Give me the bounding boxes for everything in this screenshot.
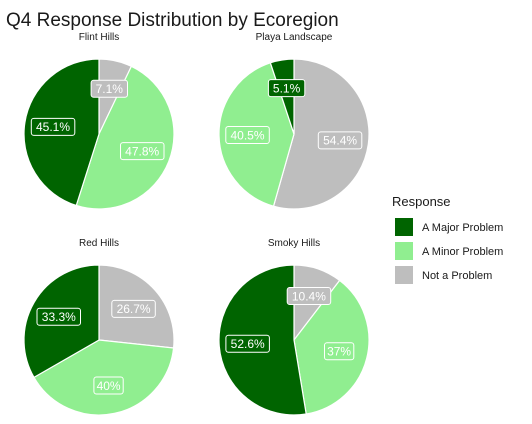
pie-smoky-hills: Smoky Hills 10.4% 37% 52.6%: [218, 238, 370, 416]
legend-title: Response: [392, 194, 451, 209]
svg-text:40.5%: 40.5%: [230, 128, 264, 142]
data-label-playa-landscape-a-minor-problem: 40.5%: [225, 126, 270, 144]
data-label-playa-landscape-a-major-problem: 5.1%: [267, 79, 306, 98]
data-label-red-hills-a-major-problem: 33.3%: [36, 307, 81, 326]
pie-playa-landscape: Playa Landscape 54.4% 40.5% 5.1%: [218, 32, 370, 210]
data-label-flint-hills-a-major-problem: 45.1%: [30, 117, 76, 136]
legend-swatch: [395, 266, 413, 284]
legend-item-not-a-problem: Not a Problem: [395, 266, 492, 284]
legend-swatch: [395, 242, 413, 260]
data-label-red-hills-not-a-problem: 26.7%: [111, 299, 156, 318]
facet-title-smoky-hills: Smoky Hills: [268, 238, 320, 249]
legend-label: Not a Problem: [422, 270, 492, 282]
legend-label: A Major Problem: [422, 222, 503, 234]
data-label-flint-hills-not-a-problem: 7.1%: [90, 79, 128, 98]
pie-flint-hills: Flint Hills 7.1% 47.8% 45.1%: [23, 32, 175, 210]
legend-label: A Minor Problem: [422, 246, 503, 258]
svg-text:5.1%: 5.1%: [273, 81, 301, 95]
svg-text:33.3%: 33.3%: [42, 310, 76, 324]
svg-text:52.6%: 52.6%: [231, 337, 265, 351]
data-label-red-hills-a-minor-problem: 40%: [93, 376, 124, 395]
legend-item-a-minor-problem: A Minor Problem: [395, 242, 503, 260]
data-label-smoky-hills-a-major-problem: 52.6%: [225, 334, 270, 353]
slice-flint-hills-a-minor-problem: [75, 65, 175, 210]
pie-red-hills: Red Hills 26.7% 40% 33.3%: [23, 238, 175, 416]
data-label-smoky-hills-a-minor-problem: 37%: [324, 342, 355, 361]
legend-swatch: [395, 218, 413, 236]
svg-text:47.8%: 47.8%: [125, 144, 159, 158]
facet-title-playa-landscape: Playa Landscape: [256, 32, 333, 43]
legend: Response A Major Problem A Minor Problem No…: [392, 194, 503, 284]
page-title: Q4 Response Distribution by Ecoregion: [6, 10, 339, 31]
svg-text:7.1%: 7.1%: [96, 82, 124, 96]
svg-text:54.4%: 54.4%: [323, 134, 357, 148]
facet-title-red-hills: Red Hills: [79, 238, 119, 249]
svg-text:10.4%: 10.4%: [292, 289, 326, 303]
data-label-smoky-hills-not-a-problem: 10.4%: [286, 287, 332, 305]
legend-item-a-major-problem: A Major Problem: [395, 218, 503, 236]
data-label-playa-landscape-not-a-problem: 54.4%: [317, 131, 363, 150]
data-label-flint-hills-a-minor-problem: 47.8%: [120, 142, 165, 161]
svg-text:40%: 40%: [97, 379, 121, 393]
svg-text:26.7%: 26.7%: [117, 302, 151, 316]
svg-text:45.1%: 45.1%: [36, 120, 70, 134]
facet-title-flint-hills: Flint Hills: [79, 32, 120, 43]
svg-text:37%: 37%: [327, 345, 351, 359]
